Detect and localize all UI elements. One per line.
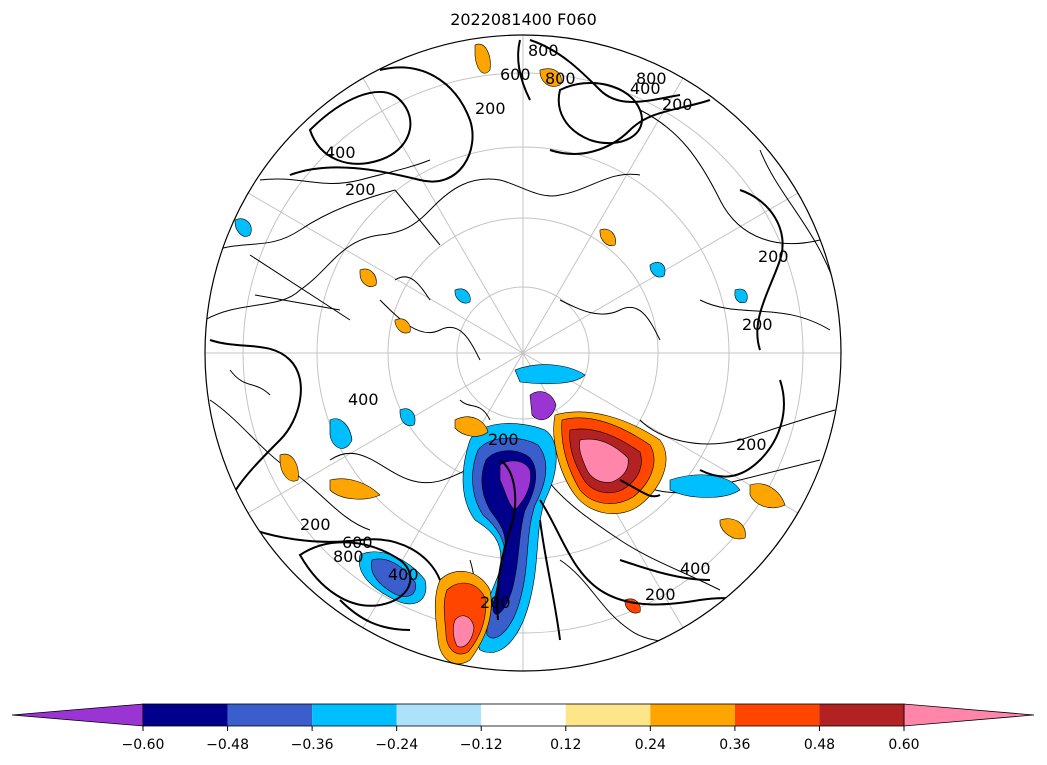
- colorbar-segment: [481, 704, 566, 726]
- colorbar: [11, 703, 1035, 731]
- contour-label: 200: [662, 95, 693, 114]
- contour-label: 200: [742, 315, 773, 334]
- colorbar-tick-label: −0.24: [375, 737, 419, 753]
- graticule: [205, 35, 841, 671]
- map-title: 2022081400 F060: [450, 10, 597, 29]
- contour-label: 400: [388, 565, 419, 584]
- map-boundary: [204, 34, 842, 672]
- contour-label: 400: [348, 390, 379, 409]
- colorbar-extend-max: [903, 703, 1035, 727]
- contour-label: 400: [325, 143, 356, 162]
- contour-label: 200: [475, 99, 506, 118]
- coastlines: [205, 109, 841, 651]
- colorbar-segment: [565, 704, 651, 726]
- contour-label: 400: [680, 559, 711, 578]
- colorbar-segment: [396, 704, 482, 726]
- contour-label: 200: [645, 585, 676, 604]
- contour-label: 600: [342, 533, 373, 552]
- colorbar-tick-label: 0.36: [719, 737, 751, 753]
- contour-label: 200: [300, 515, 331, 534]
- contour-label: 800: [333, 547, 364, 566]
- colorbar-segment: [227, 704, 313, 726]
- contour-label: 200: [488, 430, 519, 449]
- colorbar-tick-label: 0.48: [803, 737, 836, 753]
- contour-label: 200: [736, 435, 767, 454]
- contour-label: 800: [636, 69, 667, 88]
- colorbar-segment: [143, 704, 228, 726]
- contour-label: 800: [528, 41, 559, 60]
- contour-label: 200: [758, 247, 789, 266]
- contour-label: 600: [500, 65, 531, 84]
- colorbar-segment: [650, 704, 735, 726]
- polar-map: 800 600 800 800 400 200 200 400 200 200 …: [204, 34, 842, 672]
- colorbar-extend-min: [11, 703, 144, 727]
- colorbar-tick-label: −0.60: [121, 737, 165, 753]
- colorbar-segment: [819, 704, 904, 726]
- colorbar-tick-label: 0.12: [550, 737, 582, 753]
- colorbar-frame: [142, 703, 905, 727]
- contour-label: 800: [545, 69, 576, 88]
- colorbar-tick-label: −0.12: [459, 737, 503, 753]
- colorbar-tick-label: 0.60: [888, 737, 920, 753]
- colorbar-tick-label: −0.36: [290, 737, 334, 753]
- contour-label: 200: [345, 180, 376, 199]
- colorbar-segment: [734, 704, 820, 726]
- colorbar-tick-label: −0.48: [206, 737, 249, 753]
- contour-label: 400: [630, 79, 661, 98]
- contour-label: 200: [480, 593, 511, 612]
- colorbar-segment: [312, 704, 397, 726]
- contour-labels: 800 600 800 800 400 200 200 400 200 200 …: [300, 41, 789, 612]
- colorbar-tick-label: 0.24: [634, 737, 666, 753]
